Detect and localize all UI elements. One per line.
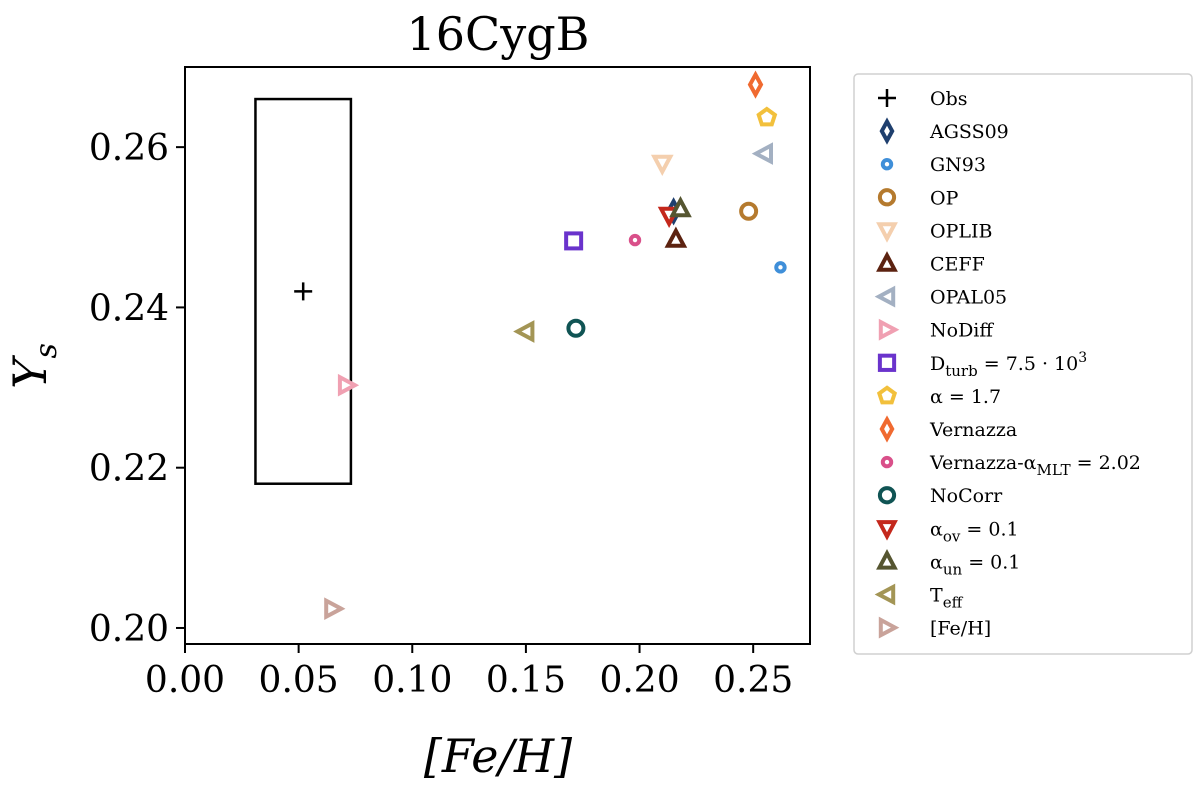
legend-marker — [876, 222, 898, 243]
legend-label: αov = 0.1 — [930, 518, 1019, 545]
legend-marker — [876, 251, 898, 272]
legend-label: OPAL05 — [930, 287, 1007, 309]
legend-label: NoCorr — [930, 485, 1003, 507]
data-point-ceff — [664, 226, 688, 248]
legend-marker — [879, 415, 895, 443]
x-tick-label: 0.25 — [713, 660, 793, 701]
legend-label: CEFF — [930, 254, 985, 276]
observation-error-box — [254, 97, 353, 485]
legend-label: αun = 0.1 — [930, 551, 1020, 578]
legend-entry: Dturb = 7.5 · 103 — [877, 350, 1087, 380]
legend-marker — [877, 353, 897, 372]
legend-label: AGSS09 — [929, 121, 1009, 143]
x-axis: 0.00 0.05 0.10 0.15 0.20 0.25 — [145, 644, 793, 701]
legend-marker — [876, 520, 898, 541]
x-tick-label: 0.10 — [372, 660, 452, 701]
legend-entry: Vernazza — [879, 415, 1017, 443]
legend-entry: αov = 0.1 — [876, 518, 1019, 545]
legend-entry: NoCorr — [877, 485, 1003, 507]
legend-entry: αun = 0.1 — [876, 549, 1020, 578]
legend-marker — [878, 616, 900, 639]
legend-marker — [874, 583, 896, 606]
legend-marker — [880, 455, 894, 469]
x-tick-label: 0.15 — [486, 660, 566, 701]
data-point-teff — [513, 320, 535, 343]
legend-label: NoDiff — [930, 320, 994, 342]
data-point-gn93 — [774, 261, 787, 274]
legend-marker — [877, 486, 897, 505]
x-axis-label: [Fe/H] — [424, 729, 572, 783]
y-axis: 0.20 0.22 0.24 0.26 — [89, 128, 185, 650]
data-point-vernazza-alphamlt — [628, 233, 642, 247]
data-point-oplib — [650, 154, 674, 176]
legend-label: Obs — [930, 88, 968, 110]
data-point-opal05 — [751, 142, 773, 165]
y-tick-label: 0.26 — [89, 128, 169, 169]
legend-marker — [876, 549, 898, 570]
data-point-nocorr — [566, 318, 586, 338]
plot-area — [184, 66, 811, 645]
data-point-dturb — [564, 231, 584, 251]
legend-marker — [877, 188, 897, 207]
x-tick-label: 0.00 — [145, 660, 225, 701]
plot-frame — [184, 66, 811, 645]
y-axis-label-sub: s — [29, 343, 64, 358]
y-axis-label: Ys — [3, 343, 64, 389]
legend-entry: OP — [877, 187, 959, 209]
svg-text:Ys: Ys — [3, 343, 64, 389]
legend-label: Teff — [930, 585, 964, 612]
legend-entry: [Fe/H] — [878, 616, 991, 640]
legend-entry: Obs — [878, 88, 968, 110]
data-point-alpha-un — [669, 196, 692, 218]
x-tick-label: 0.20 — [599, 660, 679, 701]
legend-entry: CEFF — [876, 251, 985, 276]
data-point-nodiff — [337, 373, 360, 397]
legend-label: α = 1.7 — [930, 386, 1001, 408]
legend-label: Vernazza-αMLT = 2.02 — [929, 452, 1141, 479]
legend-entry: Vernazza-αMLT = 2.02 — [880, 452, 1141, 479]
chart-title: 16CygB — [407, 7, 590, 61]
legend-entry: Teff — [874, 583, 964, 612]
legend-marker — [880, 158, 894, 171]
legend-label: GN93 — [930, 154, 986, 176]
data-point-vernazza — [747, 70, 764, 99]
y-tick-label: 0.24 — [89, 288, 169, 329]
legend-entry: OPAL05 — [874, 285, 1007, 309]
legend-label: OPLIB — [930, 220, 992, 242]
legend-marker — [878, 89, 896, 107]
legend-marker — [874, 285, 896, 308]
y-axis-label-main: Y — [3, 354, 57, 389]
legend-marker — [879, 117, 895, 145]
y-tick-label: 0.20 — [89, 609, 169, 650]
data-point-op — [739, 201, 759, 221]
x-tick-label: 0.05 — [259, 660, 339, 701]
legend-entry: α = 1.7 — [876, 385, 1001, 408]
legend-label: Dturb = 7.5 · 103 — [930, 350, 1087, 380]
legend-label: OP — [930, 187, 959, 209]
legend-entry: GN93 — [880, 154, 986, 176]
legend-label: [Fe/H] — [930, 618, 991, 640]
observation-point — [294, 282, 313, 301]
legend-marker — [876, 385, 898, 405]
legend-entry: AGSS09 — [879, 117, 1009, 145]
data-point-alpha — [756, 106, 778, 127]
y-tick-label: 0.22 — [89, 449, 169, 490]
legend-frame — [853, 73, 1193, 655]
legend-entry: NoDiff — [878, 318, 994, 342]
legend-entry: OPLIB — [876, 220, 992, 243]
legend-label: Vernazza — [929, 419, 1017, 441]
data-point-feh — [324, 597, 346, 621]
legend-marker — [878, 318, 900, 341]
legend: Obs AGSS09 GN93 OP OPLIB CEFF OPAL05 NoDiff Dtur… — [853, 73, 1193, 655]
